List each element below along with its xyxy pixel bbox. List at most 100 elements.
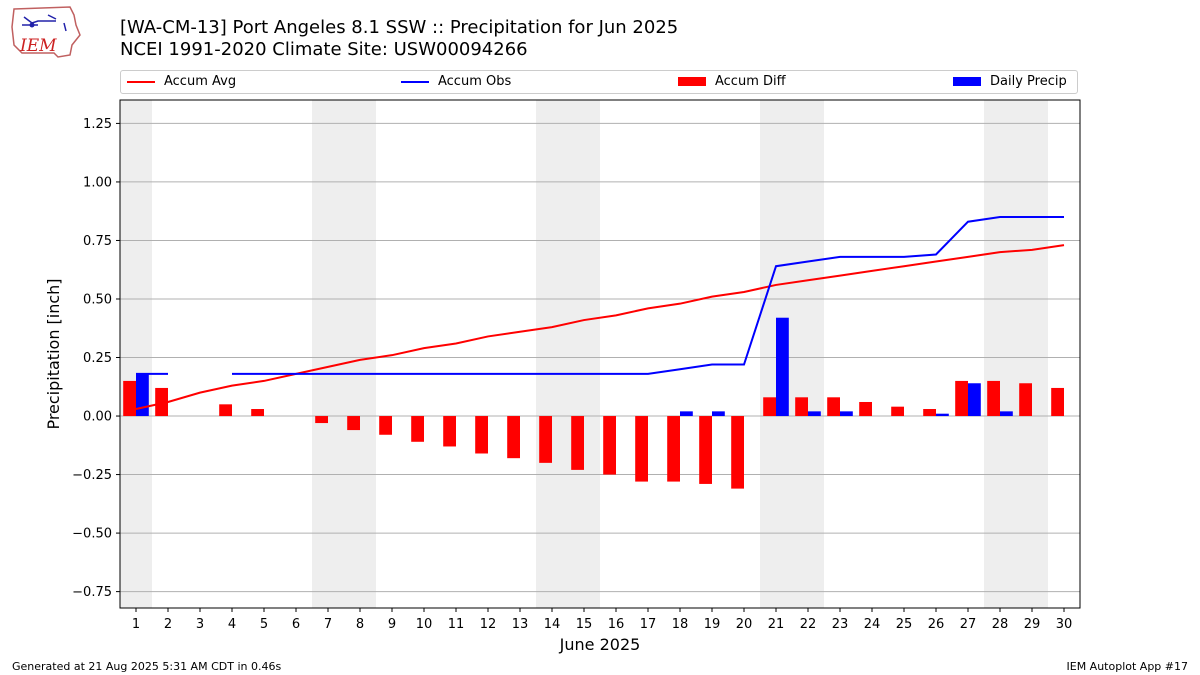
x-tick-label: 22 xyxy=(800,617,817,632)
x-tick-label: 23 xyxy=(832,617,849,632)
x-tick-label: 6 xyxy=(292,617,300,632)
x-tick-label: 2 xyxy=(164,617,172,632)
accum-diff-bar-day-26 xyxy=(923,409,936,417)
accum-obs-line xyxy=(232,216,1064,375)
x-tick-label: 7 xyxy=(324,617,332,632)
daily-precip-bar-day-22 xyxy=(808,411,821,417)
x-tick-label: 20 xyxy=(736,617,753,632)
legend-label-daily-precip: Daily Precip xyxy=(990,74,1067,89)
x-tick-label: 1 xyxy=(132,617,140,632)
footer-generated: Generated at 21 Aug 2025 5:31 AM CDT in … xyxy=(12,660,282,673)
footer-app: IEM Autoplot App #17 xyxy=(1066,660,1189,673)
accum-diff-bar-day-23 xyxy=(827,397,840,417)
accum-diff-bar-day-11 xyxy=(443,416,456,447)
weekend-shade-day-15 xyxy=(568,100,600,608)
accum-diff-bar-day-25 xyxy=(891,406,904,417)
chart-title: [WA-CM-13] Port Angeles 8.1 SSW :: Preci… xyxy=(120,17,679,38)
legend-item-accum-avg: Accum Avg xyxy=(127,74,236,89)
x-tick-label: 18 xyxy=(672,617,689,632)
accum-diff-bar-day-30 xyxy=(1051,387,1064,417)
x-tick-label: 24 xyxy=(864,617,881,632)
y-tick-label: −0.75 xyxy=(72,585,112,600)
accum-diff-bar-day-7 xyxy=(315,416,328,424)
accum-diff-bar-day-16 xyxy=(603,416,616,475)
daily-precip-bar-day-27 xyxy=(968,383,981,417)
accum-diff-bar-day-1 xyxy=(123,380,136,417)
accum-diff-bar-day-12 xyxy=(475,416,488,454)
legend-swatch-accum-avg xyxy=(127,80,155,83)
legend-label-accum-diff: Accum Diff xyxy=(715,74,786,89)
weekend-shade-day-22 xyxy=(792,100,824,608)
y-tick-label: 0.25 xyxy=(83,351,112,366)
accum-diff-bar-day-8 xyxy=(347,416,360,431)
legend-label-accum-obs: Accum Obs xyxy=(438,74,512,89)
legend-item-accum-obs: Accum Obs xyxy=(401,74,511,89)
y-tick-label: −0.25 xyxy=(72,468,112,483)
legend-swatch-accum-obs xyxy=(401,80,429,83)
weekend-shade-day-14 xyxy=(536,100,568,608)
accum-avg-line xyxy=(135,244,1065,410)
accum-diff-bar-day-10 xyxy=(411,416,424,442)
accum-diff-bar-day-13 xyxy=(507,416,520,459)
accum-diff-bar-day-14 xyxy=(539,416,552,463)
x-tick-label: 12 xyxy=(480,617,497,632)
accum-diff-bar-day-5 xyxy=(251,409,264,417)
x-tick-label: 30 xyxy=(1056,617,1073,632)
x-tick-label: 16 xyxy=(608,617,625,632)
x-tick-label: 9 xyxy=(388,617,396,632)
chart-subtitle: NCEI 1991-2020 Climate Site: USW00094266 xyxy=(120,39,528,60)
x-tick-label: 28 xyxy=(992,617,1009,632)
x-tick-label: 17 xyxy=(640,617,657,632)
logo-text: IEM xyxy=(19,36,57,56)
accum-diff-bar-day-20 xyxy=(731,416,744,489)
accum-diff-bar-day-29 xyxy=(1019,383,1032,417)
y-tick-label: 0.00 xyxy=(83,410,112,425)
accum-diff-bar-day-9 xyxy=(379,416,392,435)
x-axis-label: June 2025 xyxy=(559,635,641,654)
accum-diff-bar-day-18 xyxy=(667,416,680,482)
accum-diff-bar-day-22 xyxy=(795,397,808,417)
y-tick-label: 0.50 xyxy=(83,292,112,307)
x-tick-label: 5 xyxy=(260,617,268,632)
accum-diff-bar-day-17 xyxy=(635,416,648,482)
legend: Accum Avg Accum Obs Accum Diff Daily Pre… xyxy=(120,70,1078,94)
y-tick-label: 1.00 xyxy=(83,175,112,190)
daily-precip-bar-day-23 xyxy=(840,411,853,417)
x-tick-label: 13 xyxy=(512,617,529,632)
x-tick-label: 15 xyxy=(576,617,593,632)
accum-diff-bar-day-24 xyxy=(859,401,872,417)
plot-frame xyxy=(119,99,1081,609)
x-tick-label: 21 xyxy=(768,617,785,632)
y-tick-label: −0.50 xyxy=(72,527,112,542)
x-tick-label: 4 xyxy=(228,617,236,632)
daily-precip-bar-day-26 xyxy=(936,413,949,417)
daily-precip-bar-day-28 xyxy=(1000,411,1013,417)
accum-diff-bar-day-2 xyxy=(155,387,168,417)
y-tick-label: 1.25 xyxy=(83,117,112,132)
daily-precip-bar-day-1 xyxy=(136,373,149,417)
weekend-shade-day-29 xyxy=(1016,100,1048,608)
accum-diff-bar-day-21 xyxy=(763,397,776,417)
y-tick-label: 0.75 xyxy=(83,234,112,249)
legend-item-daily-precip: Daily Precip xyxy=(953,74,1067,89)
accum-diff-bar-day-19 xyxy=(699,416,712,484)
legend-swatch-accum-diff xyxy=(678,77,706,86)
accum-diff-bar-day-15 xyxy=(571,416,584,470)
x-tick-label: 27 xyxy=(960,617,977,632)
daily-precip-bar-day-18 xyxy=(680,411,693,417)
legend-item-accum-diff: Accum Diff xyxy=(678,74,786,89)
weekend-shade-day-28 xyxy=(984,100,1016,608)
x-tick-label: 8 xyxy=(356,617,364,632)
iem-logo: IEM xyxy=(8,5,82,61)
accum-diff-bar-day-4 xyxy=(219,404,232,417)
x-tick-label: 11 xyxy=(448,617,465,632)
accum-diff-bar-day-28 xyxy=(987,380,1000,417)
daily-precip-bar-day-19 xyxy=(712,411,725,417)
accum-diff-bar-day-27 xyxy=(955,380,968,417)
x-tick-label: 10 xyxy=(416,617,433,632)
weekend-shade-day-1 xyxy=(120,100,152,608)
legend-label-accum-avg: Accum Avg xyxy=(164,74,237,89)
x-tick-label: 26 xyxy=(928,617,945,632)
x-tick-label: 19 xyxy=(704,617,721,632)
